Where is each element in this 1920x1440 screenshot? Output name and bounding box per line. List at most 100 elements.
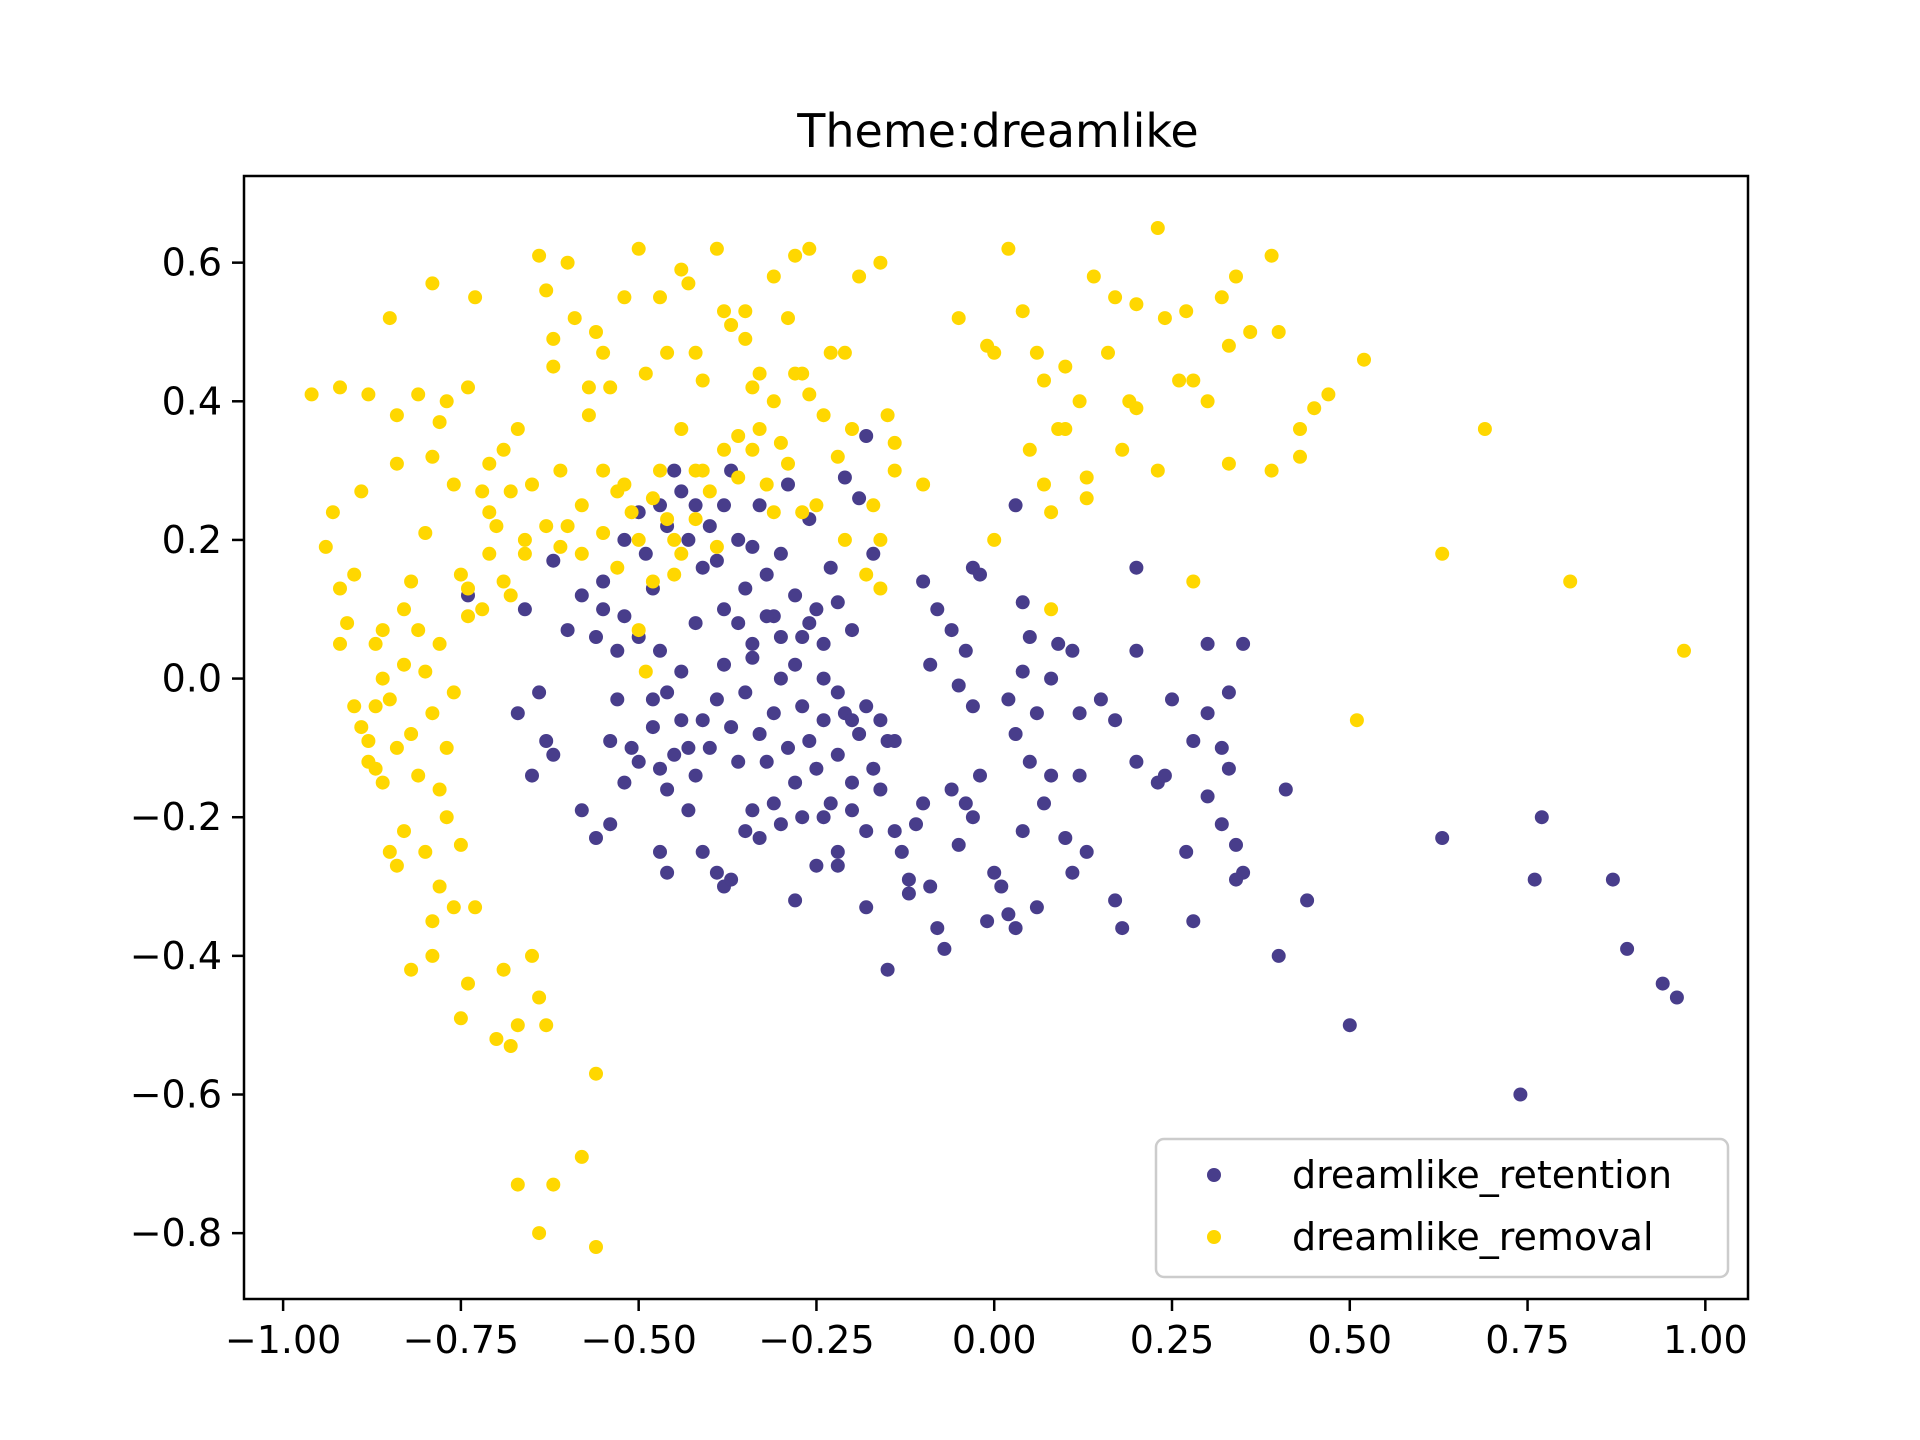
data-point	[333, 636, 347, 651]
data-point	[404, 727, 419, 741]
data-point	[539, 283, 554, 298]
data-point	[1129, 643, 1144, 658]
data-point	[709, 539, 724, 554]
data-point	[631, 532, 646, 547]
data-point	[1349, 713, 1364, 728]
data-point	[432, 415, 447, 430]
data-point	[560, 519, 575, 534]
data-point	[830, 449, 845, 464]
data-point	[1435, 831, 1450, 845]
data-point	[837, 532, 852, 547]
data-point	[738, 685, 753, 700]
data-point	[1079, 470, 1094, 485]
data-point	[645, 491, 660, 506]
data-point	[503, 484, 518, 499]
data-point	[624, 505, 639, 520]
data-point	[361, 387, 376, 402]
data-point	[325, 505, 340, 520]
data-point	[596, 574, 611, 589]
data-point	[1029, 345, 1044, 360]
data-point	[1357, 352, 1371, 367]
data-point	[546, 747, 561, 762]
data-point	[987, 345, 1002, 360]
data-point	[1264, 463, 1279, 478]
data-point	[830, 685, 845, 700]
data-point	[382, 692, 397, 707]
data-point	[510, 1018, 525, 1033]
data-point	[702, 740, 717, 755]
x-axis: −1.00 −0.75 −0.50 −0.25 0.00 0.25 0.50 0.75 1.00	[225, 1299, 1748, 1362]
data-point	[603, 817, 618, 832]
data-point	[1477, 422, 1492, 436]
data-point	[1058, 422, 1073, 436]
data-point	[1115, 442, 1130, 457]
x-tick-label: 0.75	[1485, 1318, 1570, 1362]
data-point	[532, 990, 547, 1005]
data-point	[852, 727, 867, 741]
data-point	[404, 962, 419, 977]
data-point	[453, 1011, 468, 1026]
data-point	[738, 824, 753, 839]
data-point	[468, 290, 483, 305]
data-point	[1058, 359, 1073, 374]
data-point	[944, 782, 959, 797]
data-point	[688, 768, 703, 783]
data-point	[525, 948, 539, 963]
data-point	[354, 484, 369, 499]
data-point	[738, 581, 753, 596]
legend-label-retention: dreamlike_retention	[1292, 1153, 1672, 1197]
data-point	[688, 345, 703, 360]
data-point	[603, 380, 618, 395]
data-point	[532, 1226, 547, 1241]
data-point	[589, 831, 603, 845]
data-point	[1264, 248, 1279, 263]
data-point	[752, 366, 767, 381]
data-point	[1229, 269, 1243, 284]
data-point	[674, 262, 689, 277]
data-point	[916, 574, 931, 589]
data-point	[596, 526, 611, 540]
data-point	[617, 477, 632, 492]
data-point	[923, 657, 938, 672]
data-point	[1669, 990, 1684, 1005]
data-point	[461, 609, 475, 624]
data-point	[752, 831, 767, 845]
data-point	[1157, 768, 1172, 783]
data-point	[901, 872, 916, 887]
data-point	[745, 803, 760, 818]
data-point	[482, 546, 497, 561]
data-point	[695, 713, 710, 728]
data-point	[802, 616, 817, 631]
data-point	[411, 623, 426, 638]
data-point	[439, 740, 454, 755]
data-point	[766, 269, 781, 284]
legend-box	[1154, 1137, 1730, 1279]
data-point	[795, 505, 810, 520]
data-point	[1008, 498, 1023, 513]
legend-label-removal: dreamlike_removal	[1292, 1215, 1654, 1259]
data-point	[1221, 761, 1236, 776]
data-point	[333, 380, 347, 395]
data-point	[589, 1240, 603, 1254]
data-point	[1179, 844, 1194, 859]
series-removal	[304, 221, 1691, 1254]
x-tick-label: 0.00	[952, 1318, 1037, 1362]
data-point	[816, 810, 831, 825]
data-point	[802, 387, 817, 402]
data-point	[610, 560, 625, 575]
data-point	[901, 886, 916, 901]
data-point	[1037, 373, 1051, 388]
data-point	[1108, 713, 1123, 728]
data-point	[773, 546, 788, 561]
x-tick-label: 0.50	[1307, 1318, 1392, 1362]
data-point	[1513, 1087, 1528, 1102]
data-point	[361, 734, 376, 748]
data-point	[1001, 692, 1016, 707]
data-point	[724, 872, 739, 887]
data-point	[1015, 595, 1030, 610]
data-point	[773, 630, 788, 644]
data-point	[887, 463, 902, 478]
data-point	[432, 782, 447, 797]
x-tick-label: 0.25	[1130, 1318, 1215, 1362]
data-point	[909, 817, 923, 832]
